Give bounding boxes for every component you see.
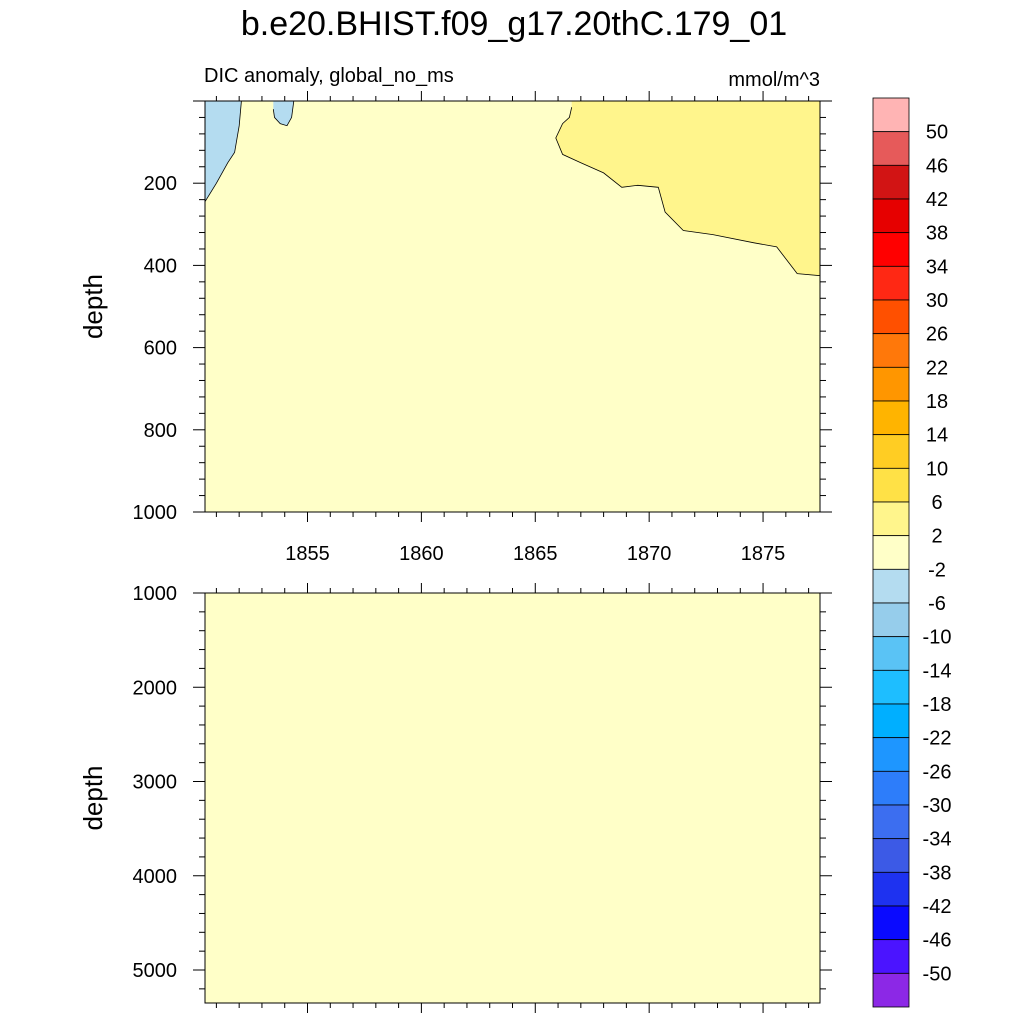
colorbar-box	[872, 972, 910, 1008]
colorbar: 50 46 42 38 34 30 26 22 18 14 10 6 2 -2 -6 -10 -14 -18 -22…	[872, 97, 952, 1008]
colorbar-label: 26	[926, 324, 948, 346]
colorbar-label: -50	[923, 963, 952, 985]
colorbar-label: 2	[931, 526, 942, 548]
chart-subtitle: DIC anomaly, global_no_ms	[204, 65, 454, 87]
lower-panel: 1000 2000 3000 4000 5000 depth	[78, 583, 832, 1013]
colorbar-box	[872, 434, 910, 469]
y-tick-label: 400	[144, 255, 177, 277]
x-tick-label: 1865	[513, 543, 558, 565]
colorbar-box	[872, 501, 910, 537]
colorbar-box	[872, 467, 910, 503]
colorbar-label: -30	[923, 795, 952, 817]
colorbar-label: 42	[926, 189, 948, 211]
colorbar-box	[872, 905, 910, 941]
y-tick-label: 4000	[133, 866, 178, 888]
colorbar-box	[872, 198, 910, 234]
colorbar-box	[872, 299, 910, 335]
colorbar-box	[872, 164, 910, 200]
x-tick-label: 1860	[399, 543, 444, 565]
colorbar-box	[872, 131, 910, 166]
chart-title: b.e20.BHIST.f09_g17.20thC.179_01	[241, 5, 787, 43]
contour-region	[555, 101, 820, 276]
colorbar-label: 46	[926, 155, 948, 177]
y-tick-label: 1000	[133, 583, 178, 605]
colorbar-label: -42	[923, 896, 952, 918]
colorbar-label: -10	[923, 627, 952, 649]
colorbar-box	[872, 232, 910, 267]
units-label: mmol/m^3	[728, 69, 820, 91]
colorbar-label: 14	[926, 425, 948, 447]
colorbar-label: -14	[923, 660, 952, 682]
colorbar-label: -38	[923, 862, 952, 884]
colorbar-label: 18	[926, 391, 948, 413]
colorbar-label: -6	[928, 593, 946, 615]
x-tick-label: 1875	[741, 543, 786, 565]
colorbar-box	[872, 939, 910, 974]
colorbar-box	[872, 568, 910, 604]
y-tick-label: 2000	[133, 677, 178, 699]
colorbar-box	[872, 770, 910, 806]
colorbar-box	[872, 535, 910, 570]
contour-region	[273, 101, 294, 126]
y-axis-label: depth	[78, 765, 108, 830]
contour-region	[205, 101, 242, 202]
y-tick-label: 3000	[133, 772, 178, 794]
colorbar-label: 22	[926, 357, 948, 379]
colorbar-label: 6	[931, 492, 942, 514]
colorbar-label: -2	[928, 559, 946, 581]
colorbar-label: 38	[926, 223, 948, 245]
colorbar-label: 34	[926, 256, 948, 278]
colorbar-label: -18	[923, 694, 952, 716]
y-axis-label: depth	[78, 274, 108, 339]
colorbar-box	[872, 636, 910, 671]
upper-panel: 1855 1860 1865 1870 1875 200 400 600 800 1000 dept…	[78, 91, 832, 565]
y-tick-label: 800	[144, 420, 177, 442]
colorbar-box	[872, 737, 910, 772]
colorbar-label: -34	[923, 829, 952, 851]
colorbar-box	[872, 602, 910, 638]
colorbar-box	[872, 838, 910, 873]
y-tick-label: 200	[144, 173, 177, 195]
colorbar-label: 30	[926, 290, 948, 312]
colorbar-box	[872, 703, 910, 739]
colorbar-box	[872, 366, 910, 402]
contour-line	[555, 100, 821, 277]
colorbar-label: -46	[923, 930, 952, 952]
y-tick-label: 600	[144, 338, 177, 360]
field-background	[205, 593, 820, 1003]
colorbar-label: 10	[926, 458, 948, 480]
colorbar-box	[872, 871, 910, 907]
y-tick-label: 5000	[133, 960, 178, 982]
colorbar-box	[872, 333, 910, 368]
colorbar-label: 50	[926, 122, 948, 144]
colorbar-label: -26	[923, 761, 952, 783]
x-tick-label: 1855	[285, 543, 330, 565]
colorbar-box	[872, 97, 910, 133]
colorbar-box	[872, 400, 910, 436]
colorbar-box	[872, 265, 910, 301]
y-tick-label: 1000	[133, 502, 178, 524]
colorbar-box	[872, 804, 910, 840]
colorbar-label: -22	[923, 728, 952, 750]
x-tick-label: 1870	[627, 543, 672, 565]
colorbar-box	[872, 669, 910, 705]
